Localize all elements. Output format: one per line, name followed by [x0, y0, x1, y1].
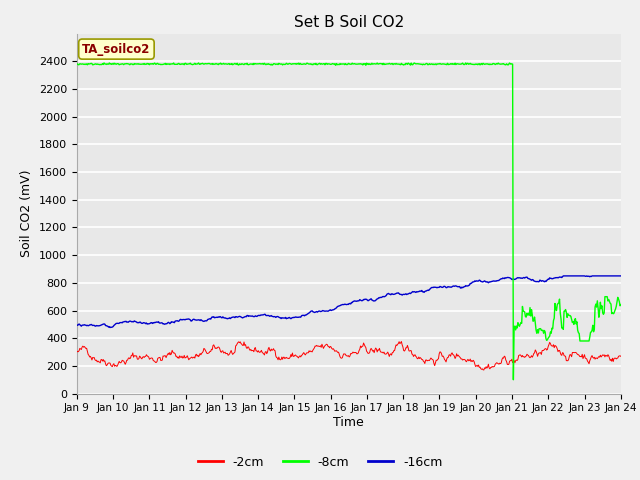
X-axis label: Time: Time	[333, 416, 364, 429]
Legend: -2cm, -8cm, -16cm: -2cm, -8cm, -16cm	[193, 451, 447, 474]
Title: Set B Soil CO2: Set B Soil CO2	[294, 15, 404, 30]
Text: TA_soilco2: TA_soilco2	[82, 43, 150, 56]
Y-axis label: Soil CO2 (mV): Soil CO2 (mV)	[20, 170, 33, 257]
